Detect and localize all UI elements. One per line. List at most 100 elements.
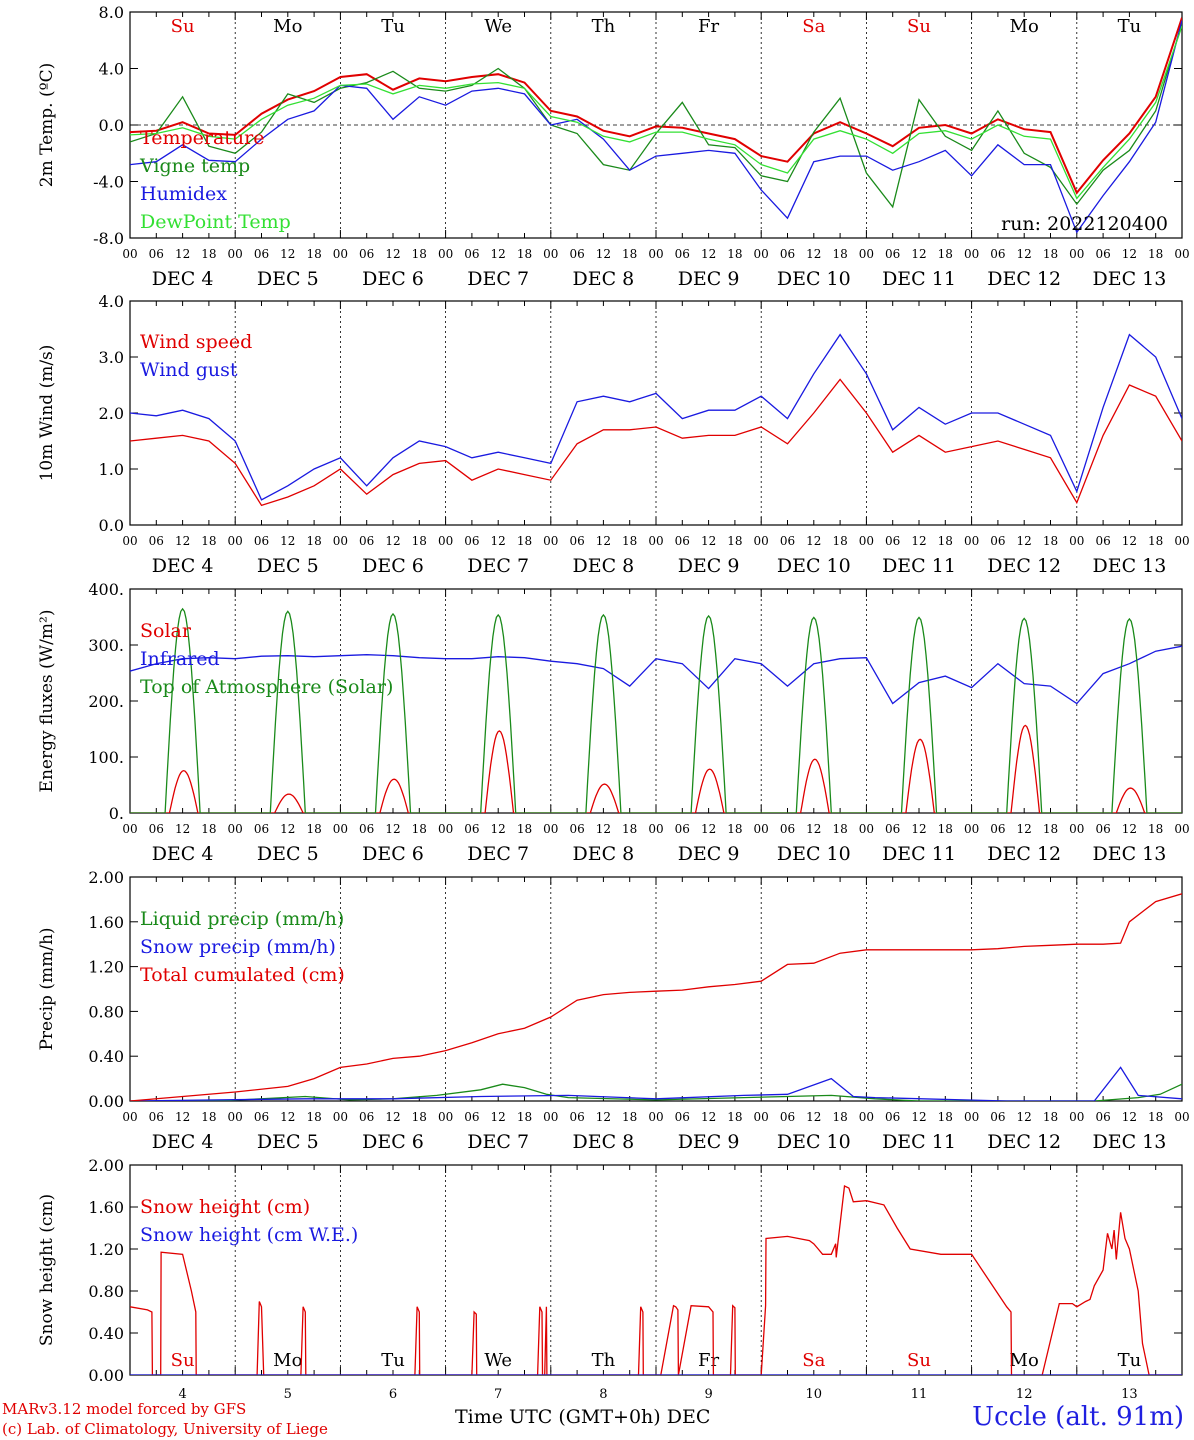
weekday-label: We xyxy=(484,1350,512,1371)
date-label: DEC 13 xyxy=(1092,843,1166,865)
hour-tick-label: 18 xyxy=(412,247,427,261)
hour-tick-label: 06 xyxy=(359,247,374,261)
date-label: DEC 9 xyxy=(678,268,740,290)
day-number-label: 12 xyxy=(1016,1387,1033,1402)
hour-tick-label: 06 xyxy=(675,247,690,261)
run-label: run: 2022120400 xyxy=(1001,213,1168,235)
date-label: DEC 11 xyxy=(882,268,956,290)
hour-tick-label: 06 xyxy=(990,247,1005,261)
hour-tick-label: 06 xyxy=(254,1110,269,1124)
date-label: DEC 13 xyxy=(1092,1131,1166,1153)
hour-tick-label: 18 xyxy=(1148,1110,1163,1124)
y-tick-label: 0.00 xyxy=(88,1092,124,1111)
legend-entry: Wind speed xyxy=(140,331,252,353)
hour-tick-label: 12 xyxy=(175,822,190,836)
weekday-label: Tu xyxy=(381,16,405,37)
hour-tick-label: 12 xyxy=(491,534,506,548)
hour-tick-label: 00 xyxy=(543,534,558,548)
legend-entry: Vigne temp xyxy=(139,155,250,177)
hour-tick-label: 18 xyxy=(938,247,953,261)
hour-tick-label: 06 xyxy=(149,247,164,261)
hour-tick-label: 06 xyxy=(359,1110,374,1124)
hour-tick-label: 06 xyxy=(569,247,584,261)
series-line xyxy=(130,1185,1182,1375)
hour-tick-label: 00 xyxy=(859,822,874,836)
series-line xyxy=(130,25,1182,200)
date-label: DEC 10 xyxy=(777,555,851,577)
date-label: DEC 5 xyxy=(257,843,319,865)
hour-tick-label: 12 xyxy=(175,1110,190,1124)
hour-tick-label: 00 xyxy=(648,822,663,836)
hour-tick-label: 12 xyxy=(1017,247,1032,261)
hour-tick-label: 12 xyxy=(491,822,506,836)
hour-tick-label: 12 xyxy=(911,822,926,836)
date-label: DEC 12 xyxy=(987,555,1061,577)
hour-tick-label: 12 xyxy=(1122,1110,1137,1124)
date-label: DEC 6 xyxy=(362,268,424,290)
panel-1: 8.0 4.0 0.0 -4.0 -8.0 2m Temp. (ºC) 00 06 12 18 00… xyxy=(37,3,1190,290)
series-line xyxy=(130,20,1182,234)
date-label: DEC 10 xyxy=(777,1131,851,1153)
date-label: DEC 8 xyxy=(573,555,635,577)
hour-tick-label: 18 xyxy=(412,534,427,548)
hour-tick-label: 18 xyxy=(622,822,637,836)
date-label: DEC 9 xyxy=(678,555,740,577)
hour-tick-label: 06 xyxy=(464,1110,479,1124)
y-axis-label: 2m Temp. (ºC) xyxy=(37,63,57,188)
hour-tick-label: 12 xyxy=(701,822,716,836)
y-tick-label: 1.60 xyxy=(88,913,124,932)
hour-tick-label: 00 xyxy=(122,1110,137,1124)
hour-tick-label: 12 xyxy=(911,1110,926,1124)
y-tick-label: 0. xyxy=(109,804,124,823)
weekday-label: Mo xyxy=(273,1350,302,1371)
y-axis-label: Snow height (cm) xyxy=(37,1194,57,1346)
y-tick-label: 3.0 xyxy=(99,348,124,367)
hour-tick-label: 06 xyxy=(254,822,269,836)
hour-tick-label: 18 xyxy=(832,534,847,548)
hour-tick-label: 12 xyxy=(701,534,716,548)
weekday-label: Tu xyxy=(1118,1350,1142,1371)
hour-tick-label: 18 xyxy=(201,1110,216,1124)
hour-tick-label: 00 xyxy=(859,534,874,548)
hour-tick-label: 18 xyxy=(201,534,216,548)
y-tick-label: 100. xyxy=(88,748,124,767)
y-tick-label: 8.0 xyxy=(99,3,124,22)
hour-tick-label: 00 xyxy=(648,534,663,548)
weekday-label: Tu xyxy=(381,1350,405,1371)
legend-entry: Wind gust xyxy=(140,359,238,381)
y-tick-label: 1.0 xyxy=(99,460,124,479)
hour-tick-label: 18 xyxy=(622,1110,637,1124)
weekday-label: Fr xyxy=(698,1350,719,1371)
panel-2: 4.0 3.0 2.0 1.0 0.0 10m Wind (m/s) 00 06 12 18 00 0… xyxy=(37,292,1190,577)
hour-tick-label: 06 xyxy=(780,822,795,836)
hour-tick-label: 18 xyxy=(517,822,532,836)
hour-tick-label: 00 xyxy=(543,1110,558,1124)
hour-tick-label: 12 xyxy=(1122,534,1137,548)
hour-tick-label: 18 xyxy=(306,534,321,548)
station-label: Uccle (alt. 91m) xyxy=(972,1402,1184,1432)
y-tick-label: 400. xyxy=(88,580,124,599)
y-tick-label: 0.80 xyxy=(88,1002,124,1021)
hour-tick-label: 06 xyxy=(149,534,164,548)
hour-tick-label: 00 xyxy=(1174,1110,1189,1124)
hour-tick-label: 00 xyxy=(964,822,979,836)
date-label: DEC 12 xyxy=(987,268,1061,290)
series-line xyxy=(130,378,1182,507)
legend-entry: Total cumulated (cm) xyxy=(140,964,345,986)
hour-tick-label: 00 xyxy=(964,1110,979,1124)
hour-tick-label: 12 xyxy=(385,247,400,261)
hour-tick-label: 18 xyxy=(622,534,637,548)
hour-tick-label: 18 xyxy=(517,534,532,548)
hour-tick-label: 18 xyxy=(1043,822,1058,836)
date-label: DEC 10 xyxy=(777,843,851,865)
y-tick-label: 2.00 xyxy=(88,868,124,887)
hour-tick-label: 00 xyxy=(1174,247,1189,261)
date-label: DEC 4 xyxy=(152,1131,214,1153)
hour-tick-label: 00 xyxy=(754,534,769,548)
hour-tick-label: 06 xyxy=(569,822,584,836)
hour-tick-label: 00 xyxy=(859,247,874,261)
hour-tick-label: 06 xyxy=(149,822,164,836)
weekday-label: Mo xyxy=(273,16,302,37)
hour-tick-label: 18 xyxy=(412,822,427,836)
hour-tick-label: 06 xyxy=(464,247,479,261)
